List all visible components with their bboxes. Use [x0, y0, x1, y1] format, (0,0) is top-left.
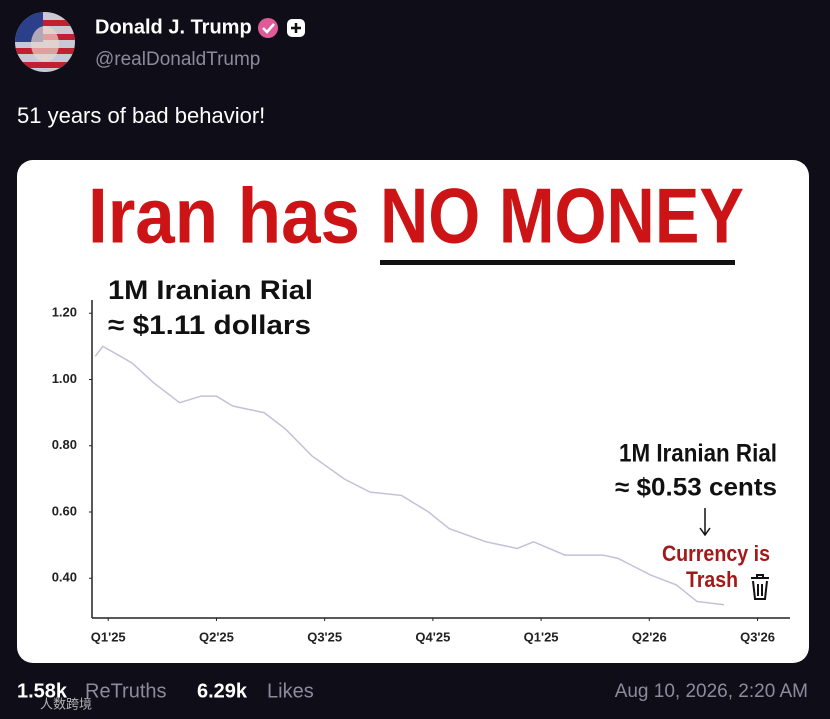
- y-tick-label: 0.60: [52, 503, 77, 518]
- post-text: 51 years of bad behavior!: [17, 103, 265, 128]
- x-tick-label: Q1'25: [91, 629, 126, 644]
- image-card[interactable]: [17, 160, 809, 663]
- annotation: ≈ $1.11 dollars: [108, 310, 311, 340]
- verified-badge: [258, 18, 278, 38]
- plot: 0.40 0.60 0.80 1.00 1.20 Q1'25 Q2'25 Q3'25 Q4'25…: [52, 305, 775, 645]
- like-label[interactable]: Likes: [267, 680, 314, 702]
- like-count[interactable]: 6.29k: [197, 680, 248, 702]
- retruth-count[interactable]: 1.58k: [17, 680, 68, 702]
- annotation: 1M Iranian Rial: [108, 275, 313, 305]
- author-handle[interactable]: @realDonaldTrump: [95, 49, 260, 70]
- title-underline: [380, 260, 735, 265]
- annotation: Trash: [686, 567, 738, 592]
- y-tick-label: 1.00: [52, 371, 77, 386]
- x-tick-label: Q3'26: [740, 629, 775, 644]
- y-tick-label: 0.80: [52, 437, 77, 452]
- x-tick-label: Q1'25: [524, 629, 559, 644]
- annotation: 1M Iranian Rial: [619, 440, 777, 468]
- check: [262, 23, 275, 34]
- annotation: ≈ $0.53 cents: [615, 474, 777, 502]
- x-tick-label: Q2'25: [199, 629, 234, 644]
- post-date[interactable]: Aug 10, 2026, 2:20 AM: [615, 681, 808, 702]
- x-tick-label: Q3'25: [307, 629, 342, 644]
- watermark: 人数跨境: [40, 696, 92, 711]
- arrow: [699, 508, 711, 537]
- retruth-label[interactable]: ReTruths: [85, 680, 167, 702]
- x-tick-label: Q2'26: [632, 629, 667, 644]
- trash-icon: [751, 574, 769, 600]
- plus: [291, 23, 301, 33]
- y-tick-label: 1.20: [52, 305, 77, 320]
- author-name[interactable]: Donald J. Trump: [95, 16, 252, 38]
- image-title-highlight: NO MONEY: [380, 172, 744, 260]
- image-title: Iran has: [88, 172, 360, 260]
- avatar[interactable]: [15, 12, 75, 72]
- x-tick-label: Q4'25: [415, 629, 450, 644]
- y-tick-label: 0.40: [52, 570, 77, 585]
- line: [94, 345, 725, 606]
- annotation: Currency is: [662, 541, 770, 566]
